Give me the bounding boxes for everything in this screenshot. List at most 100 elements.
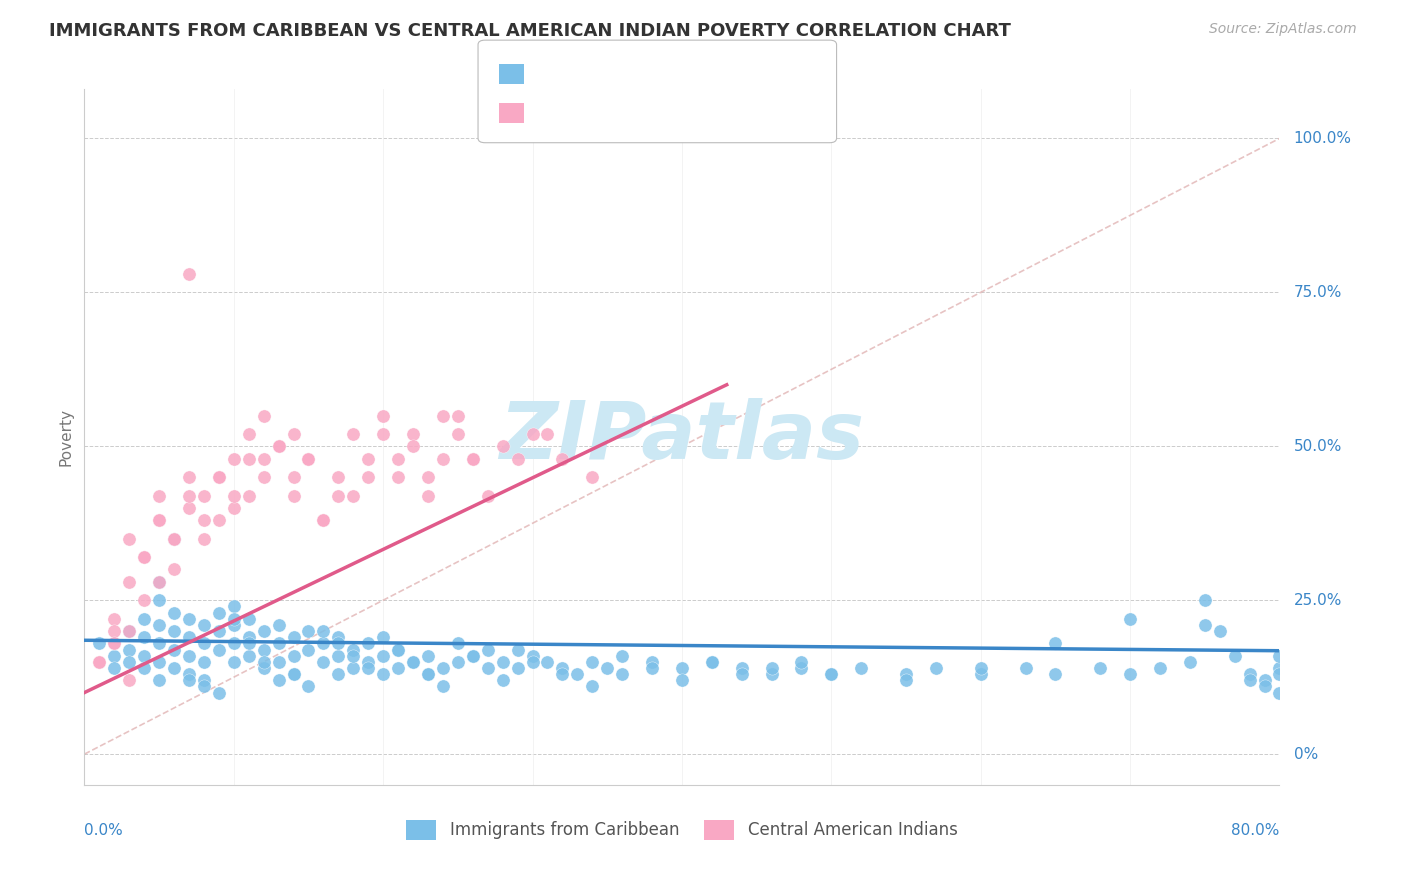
Point xyxy=(342,648,364,663)
Point xyxy=(103,648,125,663)
Point xyxy=(297,451,319,466)
Point xyxy=(208,642,231,657)
Point xyxy=(118,624,141,638)
Point xyxy=(193,636,215,650)
Point xyxy=(1194,593,1216,607)
Point xyxy=(671,661,693,675)
Point xyxy=(283,470,305,484)
Point xyxy=(373,409,395,423)
Point xyxy=(761,661,783,675)
Point xyxy=(1239,667,1261,681)
Point xyxy=(148,513,170,527)
Text: R =: R = xyxy=(533,104,569,122)
Point xyxy=(148,673,170,688)
Legend: Immigrants from Caribbean, Central American Indians: Immigrants from Caribbean, Central Ameri… xyxy=(399,814,965,847)
Point xyxy=(177,667,200,681)
Point xyxy=(193,618,215,632)
Point xyxy=(253,470,276,484)
Text: 0.608: 0.608 xyxy=(578,104,630,122)
Point xyxy=(432,451,454,466)
Point xyxy=(148,655,170,669)
Point xyxy=(177,648,200,663)
Text: 50.0%: 50.0% xyxy=(1294,439,1343,454)
Point xyxy=(312,655,335,669)
Point xyxy=(328,630,350,644)
Point xyxy=(222,489,245,503)
Point xyxy=(373,630,395,644)
Point xyxy=(222,636,245,650)
Point xyxy=(1149,661,1171,675)
Point xyxy=(312,636,335,650)
Point xyxy=(253,655,276,669)
Point xyxy=(118,574,141,589)
Point xyxy=(118,642,141,657)
Point xyxy=(163,661,186,675)
Point xyxy=(283,667,305,681)
Point xyxy=(193,655,215,669)
Point xyxy=(103,661,125,675)
Point xyxy=(820,667,842,681)
Point xyxy=(357,470,380,484)
Text: 0%: 0% xyxy=(1294,747,1317,762)
Point xyxy=(1268,661,1291,675)
Point xyxy=(641,661,664,675)
Point xyxy=(536,655,558,669)
Point xyxy=(118,624,141,638)
Point xyxy=(283,427,305,442)
Point xyxy=(163,532,186,546)
Point xyxy=(416,667,439,681)
Point xyxy=(1194,618,1216,632)
Point xyxy=(581,655,603,669)
Point xyxy=(1268,667,1291,681)
Point xyxy=(416,470,439,484)
Point xyxy=(132,630,156,644)
Point xyxy=(447,655,470,669)
Point xyxy=(387,451,409,466)
Point xyxy=(461,648,484,663)
Point xyxy=(1178,655,1201,669)
Point xyxy=(148,513,170,527)
Point xyxy=(581,680,603,694)
Point xyxy=(267,439,290,453)
Point xyxy=(238,630,260,644)
Point xyxy=(148,574,170,589)
Point xyxy=(342,661,364,675)
Point xyxy=(283,667,305,681)
Point xyxy=(1253,680,1275,694)
Point xyxy=(163,624,186,638)
Point xyxy=(1119,667,1142,681)
Point xyxy=(118,673,141,688)
Point xyxy=(177,612,200,626)
Point xyxy=(297,451,319,466)
Point xyxy=(118,655,141,669)
Point xyxy=(148,593,170,607)
Text: R =: R = xyxy=(533,65,569,83)
Point xyxy=(103,612,125,626)
Point xyxy=(148,489,170,503)
Point xyxy=(328,470,350,484)
Point xyxy=(373,427,395,442)
Point xyxy=(612,667,634,681)
Point xyxy=(312,513,335,527)
Point xyxy=(132,648,156,663)
Point xyxy=(193,680,215,694)
Point xyxy=(461,451,484,466)
Point xyxy=(373,667,395,681)
Point xyxy=(761,667,783,681)
Point xyxy=(148,618,170,632)
Point xyxy=(342,489,364,503)
Point xyxy=(193,489,215,503)
Point xyxy=(163,606,186,620)
Point xyxy=(402,427,425,442)
Text: IMMIGRANTS FROM CARIBBEAN VS CENTRAL AMERICAN INDIAN POVERTY CORRELATION CHART: IMMIGRANTS FROM CARIBBEAN VS CENTRAL AME… xyxy=(49,22,1011,40)
Y-axis label: Poverty: Poverty xyxy=(58,408,73,467)
Point xyxy=(267,439,290,453)
Point xyxy=(132,661,156,675)
Text: N =: N = xyxy=(647,65,683,83)
Point xyxy=(402,439,425,453)
Point xyxy=(477,642,499,657)
Point xyxy=(373,648,395,663)
Point xyxy=(536,427,558,442)
Point xyxy=(297,624,319,638)
Point xyxy=(387,642,409,657)
